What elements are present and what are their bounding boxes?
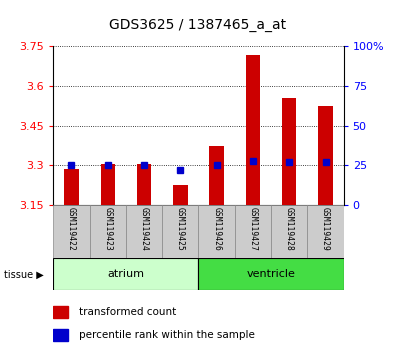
Text: GSM119427: GSM119427	[248, 207, 258, 251]
Text: atrium: atrium	[107, 269, 145, 279]
Bar	[100, 164, 115, 205]
Text: GDS3625 / 1387465_a_at: GDS3625 / 1387465_a_at	[109, 18, 286, 32]
Bar	[282, 98, 297, 205]
Bar	[199, 205, 235, 258]
Bar	[246, 55, 260, 205]
Bar	[162, 205, 199, 258]
Bar	[173, 185, 188, 205]
Bar	[90, 205, 126, 258]
Bar	[126, 205, 162, 258]
Bar	[53, 329, 68, 341]
Text: GSM119426: GSM119426	[212, 207, 221, 251]
Bar	[271, 205, 307, 258]
Bar	[53, 258, 199, 290]
Text: GSM119423: GSM119423	[103, 207, 112, 251]
Bar	[209, 145, 224, 205]
Text: ventricle: ventricle	[246, 269, 295, 279]
Bar	[307, 205, 344, 258]
Bar	[137, 164, 151, 205]
Text: percentile rank within the sample: percentile rank within the sample	[79, 330, 255, 340]
Text: transformed count: transformed count	[79, 307, 177, 317]
Bar	[53, 306, 68, 318]
Text: GSM119422: GSM119422	[67, 207, 76, 251]
Bar	[64, 170, 79, 205]
Bar	[199, 258, 344, 290]
Text: GSM119429: GSM119429	[321, 207, 330, 251]
Text: GSM119425: GSM119425	[176, 207, 185, 251]
Text: tissue ▶: tissue ▶	[4, 269, 44, 279]
Bar	[318, 106, 333, 205]
Text: GSM119428: GSM119428	[285, 207, 294, 251]
Text: GSM119424: GSM119424	[139, 207, 149, 251]
Bar	[235, 205, 271, 258]
Bar	[53, 205, 90, 258]
